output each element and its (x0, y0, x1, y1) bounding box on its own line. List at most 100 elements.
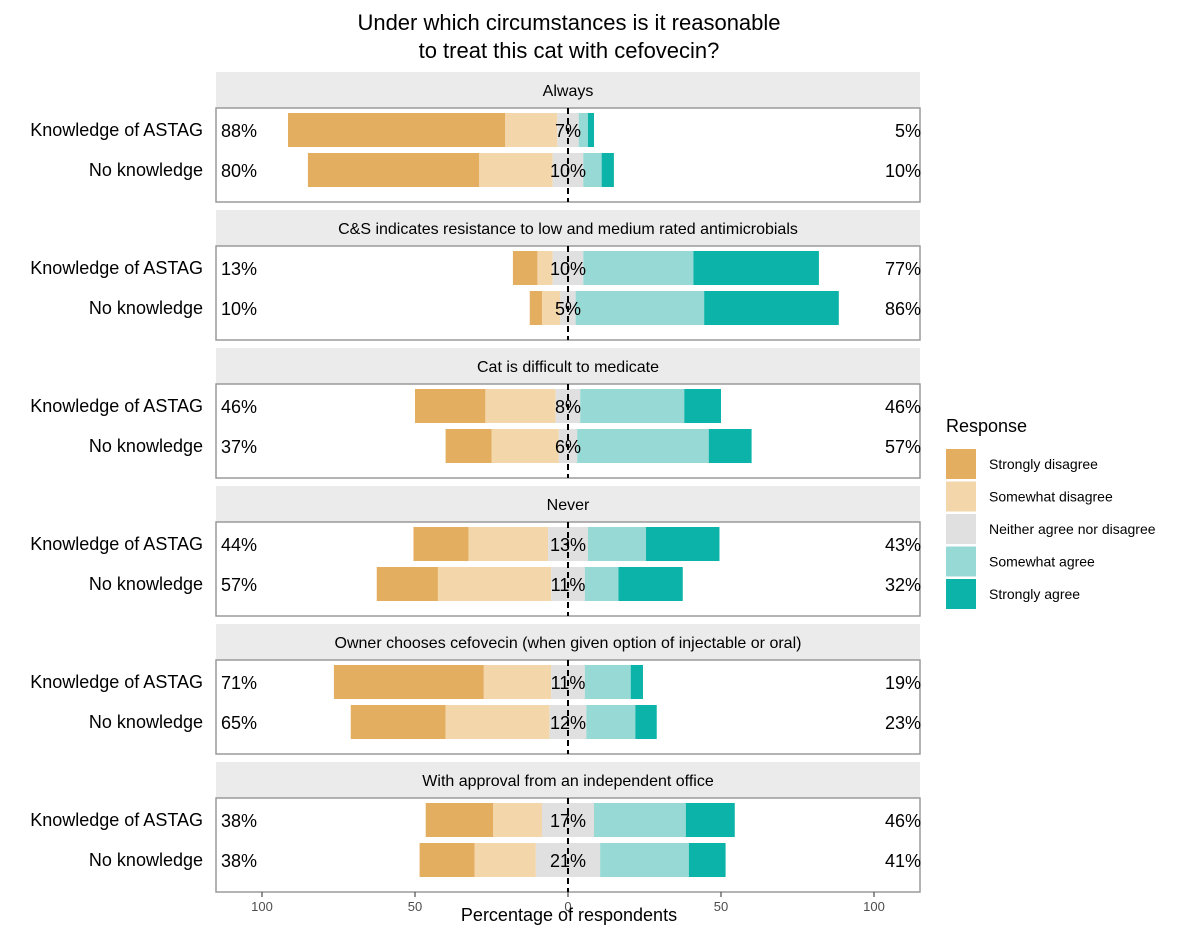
legend: Response Strongly disagree Somewhat disag… (946, 416, 1156, 609)
bar-segment-strongly-agree (693, 251, 819, 285)
pct-label-agree: 77% (885, 259, 921, 279)
legend-label-strongly-disagree: Strongly disagree (989, 456, 1098, 472)
pct-label-agree: 43% (885, 535, 921, 555)
bar-segment-strongly-agree (618, 567, 683, 601)
bar-segment-strongly-agree (685, 803, 735, 837)
bar-segment-somewhat-agree (594, 803, 686, 837)
bar-segment-strongly-disagree (350, 705, 446, 739)
bar-segment-somewhat-agree (578, 113, 588, 147)
legend-label-somewhat-disagree: Somewhat disagree (989, 489, 1113, 505)
pct-label-disagree: 44% (221, 535, 257, 555)
bar-segment-somewhat-agree (584, 567, 619, 601)
facet-strip (216, 72, 920, 108)
pct-label-agree: 32% (885, 575, 921, 595)
x-tick-label: 0 (564, 899, 571, 914)
facet-strip-label: Never (547, 497, 590, 514)
x-tick-label: 50 (408, 899, 422, 914)
chart-title-line1: Under which circumstances is it reasonab… (357, 10, 780, 35)
bar-segment-somewhat-disagree (483, 665, 552, 699)
bar-segment-strongly-agree (630, 665, 643, 699)
pct-label-disagree: 88% (221, 121, 257, 141)
x-axis: 100 50 0 50 100 (251, 892, 885, 914)
legend-swatch-somewhat-agree (946, 546, 976, 577)
facet-strip (216, 486, 920, 522)
x-axis-title: Percentage of respondents (461, 905, 677, 925)
bar-segment-somewhat-disagree (468, 527, 549, 561)
facet-strip (216, 210, 920, 246)
legend-swatch-neutral (946, 514, 976, 544)
legend-swatch-strongly-agree (946, 579, 976, 609)
row-label: Knowledge of ASTAG (30, 396, 203, 416)
facet-strip-label: Always (543, 83, 594, 100)
facet-panel: Owner chooses cefovecin (when given opti… (30, 624, 921, 755)
pct-label-agree: 86% (885, 299, 921, 319)
bar-segment-strongly-disagree (512, 251, 538, 285)
bar-segment-somewhat-disagree (485, 389, 556, 423)
legend-label-strongly-agree: Strongly agree (989, 586, 1080, 602)
bar-segment-strongly-disagree (376, 567, 438, 601)
facet-strip-label: Owner chooses cefovecin (when given opti… (335, 635, 802, 652)
bar-segment-somewhat-disagree (479, 153, 553, 187)
pct-label-disagree: 46% (221, 397, 257, 417)
bar-segment-somewhat-disagree (445, 705, 550, 739)
x-tick-label: 100 (251, 899, 273, 914)
pct-label-agree: 46% (885, 397, 921, 417)
row-label: No knowledge (89, 712, 203, 732)
bar-segment-strongly-disagree (413, 527, 469, 561)
pct-label-agree: 41% (885, 851, 921, 871)
legend-swatch-strongly-disagree (946, 449, 976, 479)
facet-panel: With approval from an independent office… (30, 762, 921, 893)
pct-label-disagree: 38% (221, 851, 257, 871)
pct-label-disagree: 38% (221, 811, 257, 831)
bar-segment-strongly-agree (635, 705, 657, 739)
bar-segment-somewhat-disagree (541, 291, 561, 325)
chart-title-line2: to treat this cat with cefovecin? (419, 38, 720, 63)
bar-segment-somewhat-disagree (474, 843, 536, 877)
facet-strip-label: With approval from an independent office (422, 773, 714, 790)
bar-segment-strongly-agree (646, 527, 720, 561)
pct-label-disagree: 37% (221, 437, 257, 457)
pct-label-agree: 57% (885, 437, 921, 457)
legend-swatch-somewhat-disagree (946, 481, 976, 512)
facet-strip-label: Cat is difficult to medicate (477, 359, 659, 376)
bar-segment-strongly-disagree (445, 429, 492, 463)
row-label: Knowledge of ASTAG (30, 534, 203, 554)
bar-segment-somewhat-agree (583, 153, 602, 187)
bar-segment-strongly-agree (587, 113, 595, 147)
row-label: Knowledge of ASTAG (30, 672, 203, 692)
facet-strip (216, 624, 920, 660)
row-label: No knowledge (89, 436, 203, 456)
pct-label-agree: 10% (885, 161, 921, 181)
facet-strip (216, 348, 920, 384)
bar-segment-somewhat-disagree (491, 429, 559, 463)
facet-strip (216, 762, 920, 798)
pct-label-agree: 5% (895, 121, 921, 141)
bar-segment-somewhat-agree (577, 429, 709, 463)
bar-segment-strongly-agree (688, 843, 726, 877)
row-label: No knowledge (89, 298, 203, 318)
x-tick-label: 100 (863, 899, 885, 914)
bar-segment-somewhat-agree (600, 843, 689, 877)
pct-label-agree: 19% (885, 673, 921, 693)
row-label: No knowledge (89, 574, 203, 594)
bar-segment-strongly-disagree (529, 291, 542, 325)
pct-label-disagree: 10% (221, 299, 257, 319)
row-label: No knowledge (89, 160, 203, 180)
pct-label-disagree: 57% (221, 575, 257, 595)
pct-label-agree: 23% (885, 713, 921, 733)
bar-segment-strongly-agree (704, 291, 839, 325)
pct-label-disagree: 65% (221, 713, 257, 733)
row-label: Knowledge of ASTAG (30, 120, 203, 140)
bar-segment-somewhat-agree (583, 251, 694, 285)
bar-segment-strongly-agree (684, 389, 721, 423)
legend-label-somewhat-agree: Somewhat agree (989, 554, 1095, 570)
bar-segment-somewhat-agree (575, 291, 705, 325)
bar-segment-somewhat-agree (584, 665, 631, 699)
bar-segment-somewhat-disagree (437, 567, 552, 601)
bar-segment-strongly-disagree (419, 843, 475, 877)
row-label: No knowledge (89, 850, 203, 870)
